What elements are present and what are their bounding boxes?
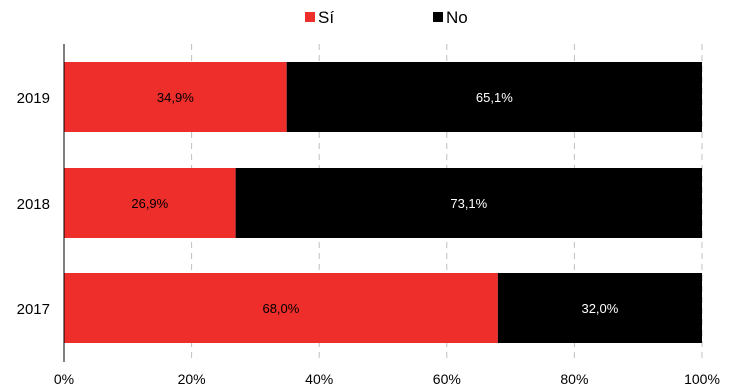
data-labels: 34,9% 65,1% 26,9% 73,1% 68,0% 32,0% bbox=[131, 90, 618, 316]
legend-swatch-no bbox=[433, 12, 443, 22]
axes: 0% 20% 40% 60% 80% 100% 2019 2018 2017 bbox=[17, 44, 720, 387]
bar-si bbox=[64, 168, 236, 238]
bar-no bbox=[286, 62, 702, 132]
data-label-no: 32,0% bbox=[581, 301, 618, 316]
bar-si bbox=[64, 273, 498, 343]
legend-label-no: No bbox=[446, 8, 468, 27]
x-tick-label: 20% bbox=[178, 371, 206, 386]
legend-swatch-si bbox=[305, 12, 315, 22]
legend: Sí No bbox=[305, 8, 468, 27]
y-category-label: 2018 bbox=[17, 196, 50, 213]
x-tick-label: 40% bbox=[305, 371, 333, 386]
x-tick-label: 60% bbox=[433, 371, 461, 386]
data-label-no: 73,1% bbox=[450, 196, 487, 211]
data-label-si: 26,9% bbox=[131, 196, 168, 211]
legend-label-si: Sí bbox=[318, 8, 334, 27]
bars bbox=[64, 62, 702, 343]
bar-si bbox=[64, 62, 287, 132]
x-tick-label: 100% bbox=[684, 371, 720, 386]
data-label-si: 34,9% bbox=[157, 90, 194, 105]
bar-no bbox=[235, 168, 702, 238]
x-tick-label: 80% bbox=[560, 371, 588, 386]
bar-no bbox=[497, 273, 702, 343]
data-label-no: 65,1% bbox=[476, 90, 513, 105]
y-category-label: 2017 bbox=[17, 301, 50, 318]
x-tick-label: 0% bbox=[54, 371, 74, 386]
y-category-label: 2019 bbox=[17, 90, 50, 107]
data-label-si: 68,0% bbox=[262, 301, 299, 316]
